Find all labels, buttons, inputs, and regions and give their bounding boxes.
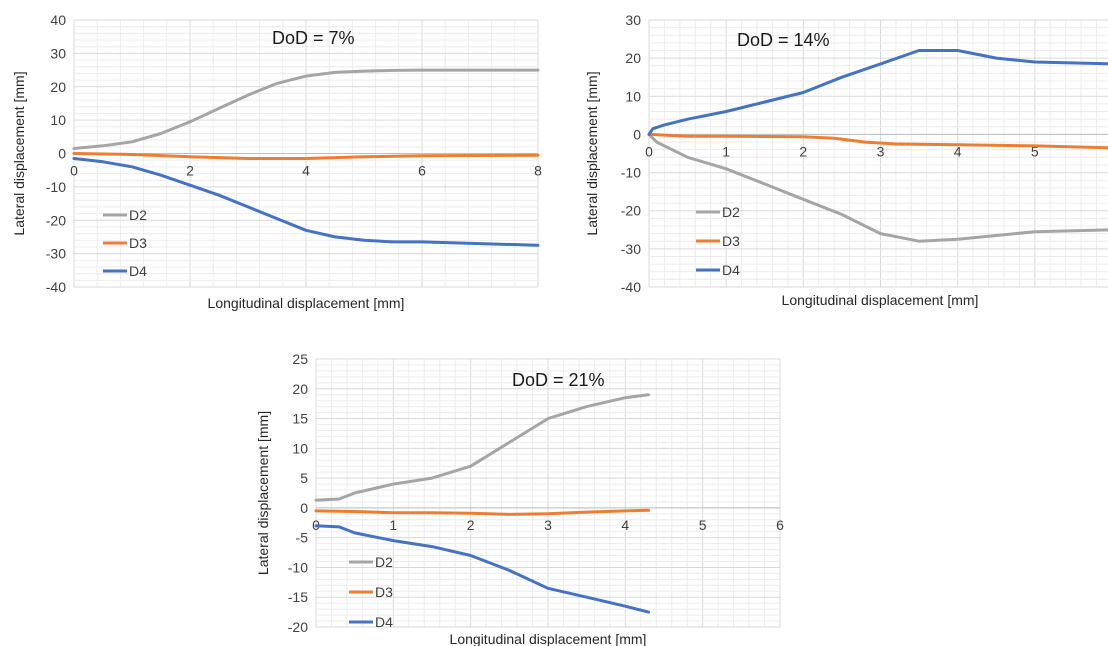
legend-label: D3 [375,584,393,600]
chart-panel-dod-21: -20 -15 -10 -5 0 5 10 15 20 25 0 1 2 3 4 5 6 DoD = 21% D2 D… [248,350,796,646]
x-tick-label: 4 [954,143,962,159]
y-tick-label: 40 [50,12,66,28]
legend-label: D4 [722,262,740,278]
legend-label: D2 [375,554,393,570]
y-axis-title: Lateral displacement [mm] [11,71,27,235]
y-tick-label: -20 [288,619,308,635]
x-tick-label: 5 [1031,143,1039,159]
y-tick-label: 25 [292,351,308,367]
series-line-d3 [647,132,1108,150]
x-tick-label: 5 [699,517,707,533]
y-tick-label: 0 [300,500,308,516]
y-tick-label: 30 [625,12,641,28]
y-tick-label: 5 [300,470,308,486]
y-tick-label: 0 [58,146,66,162]
x-tick-label: 8 [534,163,542,179]
grid [315,358,781,628]
y-tick-label: 10 [50,112,66,128]
x-tick-label: 2 [799,143,807,159]
x-axis-title: Longitudinal displacement [mm] [450,631,647,646]
x-tick-label: 2 [186,163,194,179]
y-tick-label: -5 [296,530,309,546]
y-tick-label: 30 [50,45,66,61]
y-tick-label: 20 [625,50,641,66]
x-tick-label: 1 [389,517,397,533]
series-line-d4 [72,157,540,247]
y-tick-label: -15 [288,589,308,605]
chart-panel-dod-14: -40-30-20-1001020300123456DoD = 14%D2D3D… [572,0,1108,312]
x-tick-label: 0 [645,143,653,159]
y-tick-label: 20 [292,381,308,397]
y-tick-label: -40 [46,279,66,295]
y-tick-label: -20 [46,212,66,228]
y-tick-label: 15 [292,411,308,427]
series-line-d3 [72,152,540,160]
chart-title: DoD = 14% [737,30,830,50]
x-tick-label: 3 [877,143,885,159]
x-tick-label: 4 [302,163,310,179]
y-tick-label: 20 [50,79,66,95]
legend-label: D3 [129,235,147,251]
legend-label: D3 [722,233,740,249]
x-axis-title: Longitudinal displacement [mm] [208,295,405,311]
chart-svg: -40-30-20-1001020300123456DoD = 14%D2D3D… [584,12,1108,308]
y-tick-label: -10 [288,559,308,575]
y-axis-title: Lateral displacement [mm] [584,71,600,235]
x-tick-label: 2 [467,517,475,533]
chart-panel-dod-7: -40 -30 -20 -10 0 10 20 30 40 0 2 4 6 8 DoD = 7% D2 D3 D4… [0,0,548,312]
series-line-d2 [314,393,650,502]
y-tick-label: 10 [292,440,308,456]
x-tick-label: 6 [776,517,784,533]
series-line-d4 [647,49,1108,136]
y-tick-label: -10 [621,165,641,181]
series-line-d4 [314,524,650,614]
y-tick-label: 0 [633,126,641,142]
y-tick-label: -10 [46,179,66,195]
series-line-d2 [72,68,540,150]
x-tick-label: 1 [722,143,730,159]
y-tick-label: -40 [621,279,641,295]
series-line-d2 [647,132,1108,243]
y-tick-label: -30 [621,241,641,257]
legend-label: D4 [129,263,147,279]
series-line-d3 [314,508,650,516]
chart-title: DoD = 7% [272,28,355,48]
legend-label: D2 [129,207,147,223]
legend-label: D4 [375,614,393,630]
x-axis-title: Longitudinal displacement [mm] [782,292,979,308]
y-axis-title: Lateral displacement [mm] [255,411,271,575]
chart-title: DoD = 21% [512,370,605,390]
x-tick-label: 3 [544,517,552,533]
x-tick-label: 0 [70,163,78,179]
x-tick-label: 6 [418,163,426,179]
y-tick-label: -20 [621,203,641,219]
legend-label: D2 [722,204,740,220]
y-tick-label: -30 [46,246,66,262]
y-tick-label: 10 [625,88,641,104]
x-tick-label: 4 [621,517,629,533]
